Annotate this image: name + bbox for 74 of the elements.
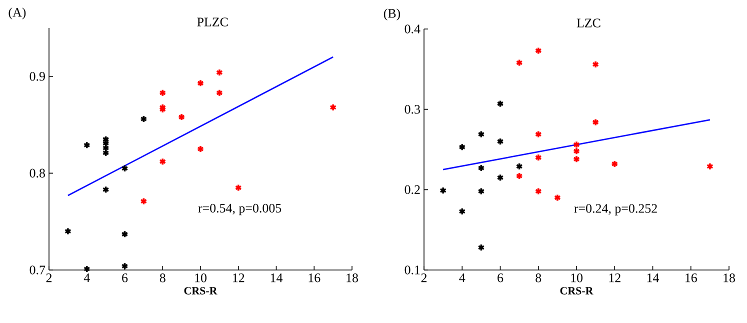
point: [140, 115, 148, 123]
point: [159, 158, 166, 166]
x-tick-label: 6: [498, 274, 504, 282]
y-tick-label: 0.3: [404, 104, 420, 114]
point: [573, 155, 580, 164]
x-tick-label: 16: [308, 274, 320, 282]
point: [140, 197, 148, 206]
point: [496, 100, 504, 108]
point: [592, 118, 600, 126]
point: [216, 88, 223, 97]
x-tick-label: 14: [647, 274, 660, 282]
point: [554, 194, 561, 202]
text: (B): [384, 8, 400, 20]
point: [706, 162, 714, 170]
y-tick-label: 0.8: [30, 168, 45, 178]
chart-title: PLZC: [197, 18, 228, 26]
x-axis-title: CRS-R: [184, 287, 218, 294]
point: [478, 130, 485, 138]
point: [440, 186, 447, 194]
point: [330, 103, 337, 112]
x-tick-label: 14: [270, 274, 283, 282]
chart-title: LZC: [576, 18, 600, 28]
point: [159, 88, 166, 97]
annotation: r=0.24, p=0.252: [574, 204, 657, 216]
x-tick-label: 12: [233, 274, 244, 282]
point: [83, 265, 90, 273]
point: [516, 172, 523, 180]
text: (A): [8, 8, 26, 20]
point: [216, 68, 223, 76]
point: [102, 186, 110, 194]
y-tick-label: 0.2: [404, 185, 420, 194]
y-tick-label: 0.4: [404, 24, 420, 34]
point: [534, 46, 542, 55]
x-tick-label: 2: [421, 274, 427, 282]
y-tick-label: 0.9: [30, 72, 45, 81]
point: [178, 113, 186, 121]
point: [478, 187, 485, 196]
point: [496, 138, 504, 146]
x-tick-label: 18: [724, 274, 735, 282]
point: [516, 162, 523, 170]
point: [64, 227, 72, 236]
point: [197, 79, 204, 88]
point: [458, 207, 466, 216]
point: [534, 187, 542, 196]
y-tick-label: 0.7: [30, 266, 46, 274]
point: [234, 184, 242, 192]
point: [83, 141, 90, 150]
point: [534, 130, 542, 138]
x-tick-label: 2: [46, 274, 52, 282]
x-tick-label: 4: [84, 274, 90, 282]
point: [121, 164, 128, 172]
point: [534, 154, 542, 162]
x-tick-label: 12: [609, 274, 620, 282]
point: [592, 60, 600, 68]
x-tick-label: 10: [195, 274, 206, 282]
x-tick-label: 8: [160, 274, 166, 282]
point: [197, 145, 204, 153]
point: [478, 244, 485, 252]
point: [496, 174, 504, 182]
x-tick-label: 16: [686, 274, 697, 282]
point: [516, 58, 523, 67]
x-tick-label: 18: [346, 274, 358, 282]
y-tick-label: 0.1: [404, 266, 420, 274]
annotation: r=0.54, p=0.005: [198, 204, 282, 216]
x-tick-label: 8: [536, 274, 542, 282]
point: [611, 160, 618, 168]
point: [121, 230, 128, 238]
point: [478, 164, 485, 172]
point: [458, 143, 466, 151]
x-axis-title: CRS-R: [560, 287, 594, 294]
x-tick-label: 10: [571, 274, 582, 282]
x-tick-label: 4: [459, 274, 466, 282]
point: [121, 262, 128, 270]
x-tick-label: 6: [122, 274, 128, 282]
